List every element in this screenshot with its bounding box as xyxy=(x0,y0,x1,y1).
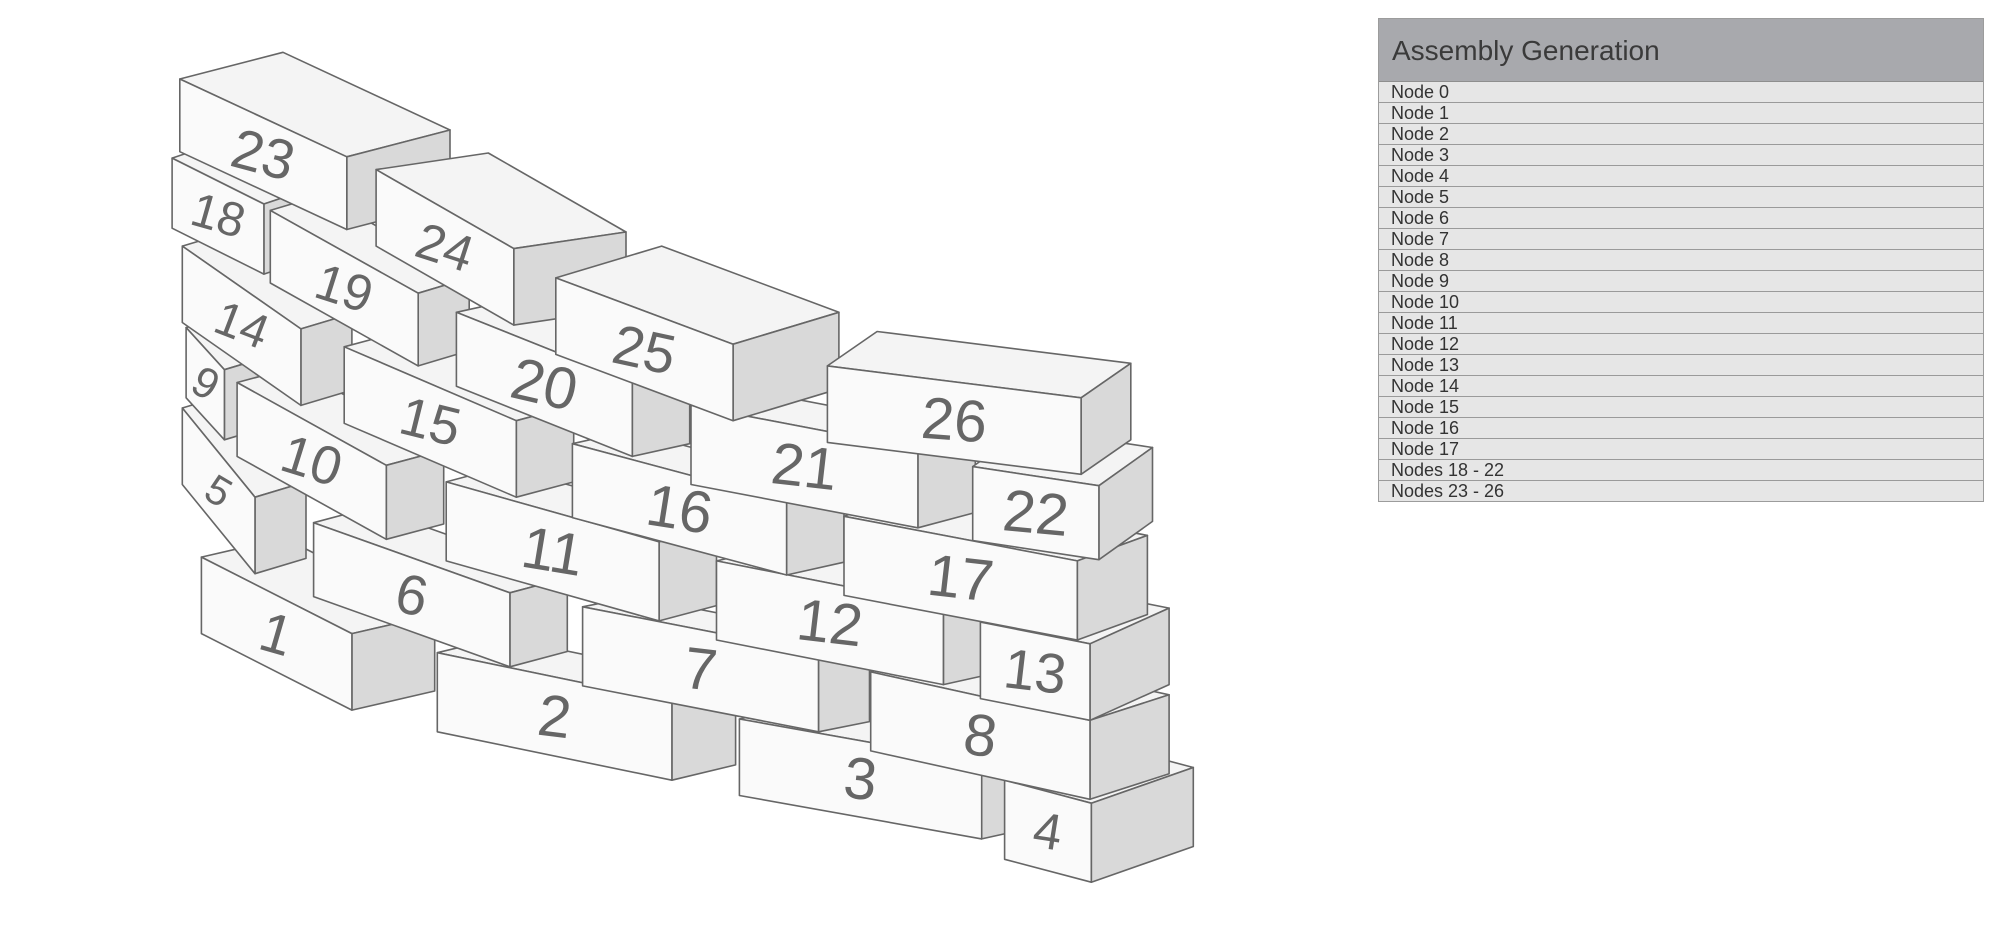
node-list-item[interactable]: Node 17 xyxy=(1379,439,1983,460)
brick-label: 12 xyxy=(793,586,866,659)
node-list-item[interactable]: Node 9 xyxy=(1379,271,1983,292)
node-list-item[interactable]: Nodes 18 - 22 xyxy=(1379,460,1983,481)
brick-front-face xyxy=(971,465,1100,561)
node-list-item[interactable]: Node 4 xyxy=(1379,166,1983,187)
node-list-item[interactable]: Node 7 xyxy=(1379,229,1983,250)
brick-front-face xyxy=(269,209,420,367)
node-list-item[interactable]: Node 5 xyxy=(1379,187,1983,208)
brick-front-face xyxy=(554,277,734,422)
node-list-item[interactable]: Node 1 xyxy=(1379,103,1983,124)
brick-label: 22 xyxy=(1000,477,1071,549)
brick-label: 25 xyxy=(607,312,681,387)
panel-title: Assembly Generation xyxy=(1379,19,1983,82)
brick-label: 7 xyxy=(680,635,720,704)
node-list-item[interactable]: Node 16 xyxy=(1379,418,1983,439)
brick-label: 11 xyxy=(517,514,588,589)
brick-front-face xyxy=(181,245,302,407)
brick-front-face xyxy=(171,157,265,275)
brick-label: 17 xyxy=(924,542,997,615)
brick-label: 26 xyxy=(919,385,989,456)
node-list-item[interactable]: Node 14 xyxy=(1379,376,1983,397)
assembly-generation-panel: Assembly Generation Node 0 Node 1 Node 2 No… xyxy=(1378,18,1984,502)
brick-front-face xyxy=(179,78,348,231)
node-list-item[interactable]: Node 10 xyxy=(1379,292,1983,313)
brick-label: 15 xyxy=(394,386,467,459)
brick-front-face xyxy=(312,521,511,668)
brick-front-face xyxy=(181,407,256,575)
brick-label: 2 xyxy=(534,682,575,752)
brick-front-face xyxy=(979,621,1091,722)
node-list-item[interactable]: Node 0 xyxy=(1379,82,1983,103)
node-list-item[interactable]: Node 3 xyxy=(1379,145,1983,166)
node-list-item[interactable]: Node 13 xyxy=(1379,355,1983,376)
node-list-item[interactable]: Node 15 xyxy=(1379,397,1983,418)
node-list-item[interactable]: Node 2 xyxy=(1379,124,1983,145)
brick-front-face xyxy=(843,515,1079,641)
node-list-item[interactable]: Node 11 xyxy=(1379,313,1983,334)
brick-front-face xyxy=(1003,779,1093,884)
node-list-item[interactable]: Nodes 23 - 26 xyxy=(1379,481,1983,501)
brick-25[interactable]: 25 xyxy=(554,245,840,422)
brick-side-face xyxy=(254,481,307,575)
node-list-item[interactable]: Node 6 xyxy=(1379,208,1983,229)
node-list-item[interactable]: Node 12 xyxy=(1379,334,1983,355)
brick-front-face xyxy=(236,381,388,541)
brick-front-face xyxy=(200,556,353,711)
brick-front-face xyxy=(185,326,226,441)
brick-front-face xyxy=(826,365,1082,476)
brick-front-face xyxy=(343,345,518,499)
brick-26[interactable]: 26 xyxy=(826,330,1132,476)
brick-label: 3 xyxy=(841,744,881,813)
node-list-item[interactable]: Node 8 xyxy=(1379,250,1983,271)
brick-side-face xyxy=(385,449,445,541)
brick-front-face xyxy=(375,168,515,326)
brick-label: 13 xyxy=(1001,636,1070,706)
